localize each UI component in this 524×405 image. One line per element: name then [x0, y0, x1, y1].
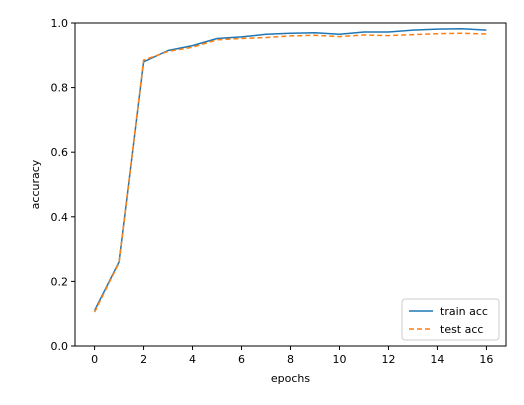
- x-tick-label: 0: [91, 353, 98, 366]
- y-tick-label: 1.0: [51, 17, 69, 30]
- plot-frame: [74, 22, 507, 347]
- x-tick-label: 14: [430, 353, 444, 366]
- legend-label-test-acc: test acc: [440, 323, 483, 336]
- y-tick-label: 0.4: [51, 211, 69, 224]
- legend: train acc test acc: [401, 298, 500, 341]
- x-tick-label: 4: [189, 353, 196, 366]
- x-tick-label: 2: [140, 353, 147, 366]
- x-tick-label: 10: [332, 353, 346, 366]
- y-tick-label: 0.2: [51, 275, 69, 288]
- y-tick-label: 0.6: [51, 146, 69, 159]
- y-tick-label: 0.0: [51, 340, 69, 353]
- x-axis-ticks: 0 2 4 6 8 10 12 14 16: [91, 346, 493, 366]
- plot-area: [93, 28, 487, 313]
- y-axis-ticks: 0.0 0.2 0.4 0.6 0.8 1.0: [51, 17, 75, 353]
- x-tick-label: 12: [381, 353, 395, 366]
- x-tick-label: 16: [479, 353, 493, 366]
- y-tick-label: 0.8: [51, 82, 69, 95]
- x-tick-label: 6: [238, 353, 245, 366]
- x-axis-label: epochs: [271, 372, 310, 385]
- series-line-test-acc: [93, 32, 487, 313]
- y-axis-label: accuracy: [29, 159, 42, 209]
- x-tick-label: 8: [287, 353, 294, 366]
- legend-label-train-acc: train acc: [440, 305, 488, 318]
